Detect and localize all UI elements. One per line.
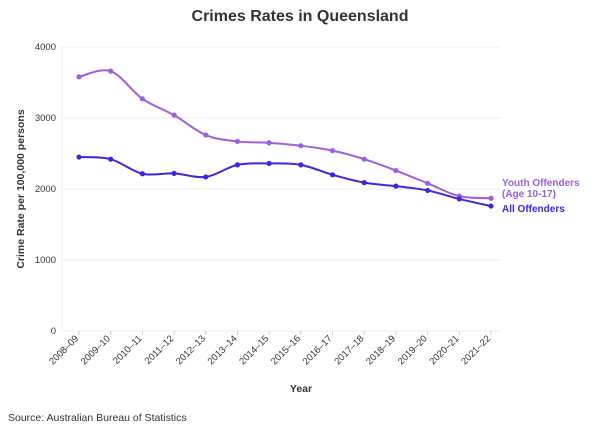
x-tick-label: 2012–13 [174,333,208,367]
x-tick-label: 2013–14 [206,333,240,367]
data-point-youth-offenders-age-10-17 [234,138,241,145]
data-point-youth-offenders-age-10-17 [393,167,399,174]
data-point-youth-offenders-age-10-17 [108,68,114,74]
data-point-all-offenders [456,196,462,202]
data-point-all-offenders [108,156,114,162]
y-tick-label: 3000 [35,113,56,124]
x-tick-label: 2008–09 [47,333,81,367]
data-point-all-offenders [361,180,367,186]
source-note: Source: Australian Bureau of Statistics [8,412,187,424]
data-point-youth-offenders-age-10-17 [329,148,336,154]
series-label-youth-offenders-age-10-17: Youth Offenders [502,178,580,189]
x-tick-label: 2014–15 [237,333,271,367]
y-tick-label: 0 [51,326,56,337]
x-tick-label: 2011–12 [143,333,176,366]
data-point-all-offenders [266,160,272,167]
data-point-all-offenders [234,162,241,168]
series-line-youth-offenders-age-10-17 [78,69,492,200]
data-point-youth-offenders-age-10-17 [171,112,177,118]
data-point-youth-offenders-age-10-17 [76,74,82,80]
x-tick-label: 2021–22 [459,333,493,367]
y-tick-label: 1000 [35,255,56,266]
data-point-all-offenders [298,162,304,168]
data-point-youth-offenders-age-10-17 [298,143,304,149]
data-point-all-offenders [329,172,336,178]
y-tick-label: 4000 [35,42,56,53]
data-point-youth-offenders-age-10-17 [203,132,209,138]
x-tick-label: 2019–20 [396,333,430,367]
x-axis-label: Year [290,383,312,395]
data-point-youth-offenders-age-10-17 [425,180,431,186]
data-point-all-offenders [425,187,431,194]
series-label-youth-offenders-age-10-17: (Age 10-17) [502,189,556,200]
data-point-all-offenders [171,170,177,176]
data-point-all-offenders [393,183,399,189]
x-tick-label: 2016–17 [301,333,335,367]
series-label-all-offenders: All Offenders [502,204,565,215]
x-tick-label: 2015–16 [269,333,303,367]
x-tick-label: 2009–10 [79,333,113,367]
y-tick-label: 2000 [35,184,56,195]
data-point-youth-offenders-age-10-17 [361,156,367,162]
data-point-all-offenders [488,203,494,209]
x-tick-label: 2020–21 [427,333,461,367]
data-point-youth-offenders-age-10-17 [266,140,272,146]
data-point-all-offenders [203,174,209,180]
y-axis-label: Crime Rate per 100,000 persons [15,109,27,268]
x-tick-label: 2018–19 [364,333,398,367]
data-point-youth-offenders-age-10-17 [139,96,145,102]
data-point-youth-offenders-age-10-17 [488,195,494,201]
data-point-all-offenders [139,171,145,177]
chart-title: Crimes Rates in Queensland [191,8,409,25]
series-line-all-offenders [78,156,492,208]
x-tick-label: 2017–18 [332,333,366,367]
x-tick-label: 2010–11 [111,333,144,366]
data-point-all-offenders [76,154,82,160]
